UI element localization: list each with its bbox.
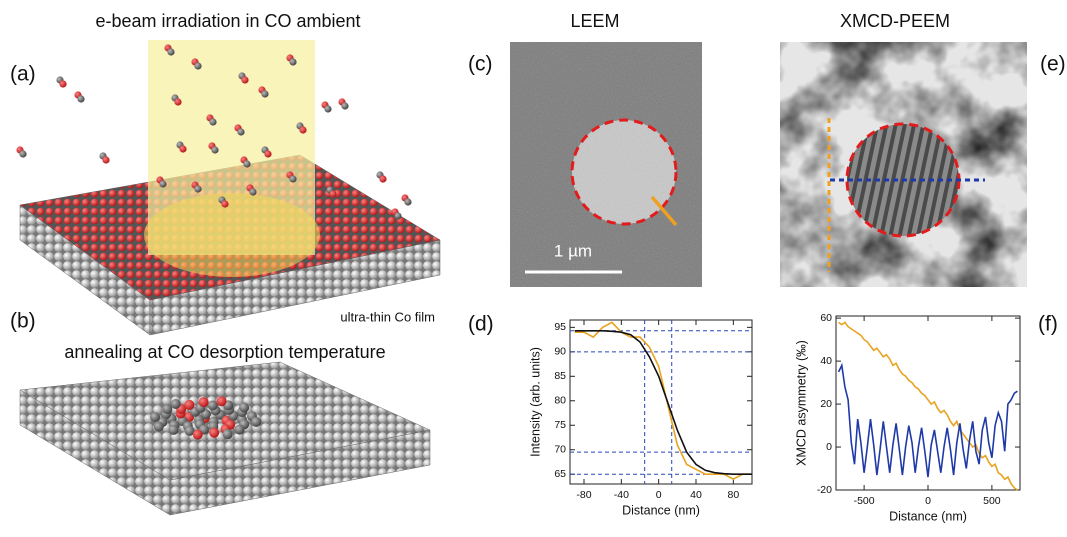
atom [216, 396, 227, 407]
data-line [837, 362, 1018, 478]
atom [184, 399, 195, 410]
atom [261, 90, 269, 98]
atom [167, 48, 175, 56]
y-tick-label: 75 [554, 419, 566, 431]
panel-title: e-beam irradiation in CO ambient [95, 11, 360, 31]
leem-image [510, 42, 702, 287]
atom [341, 102, 349, 110]
y-axis-label: Intensity (arb. units) [528, 347, 542, 457]
plot-frame [569, 319, 753, 485]
x-tick-label: 80 [727, 489, 739, 501]
atom [174, 98, 182, 106]
atom [209, 118, 217, 126]
atom [77, 95, 85, 103]
data-line [574, 321, 752, 481]
panel-label: (a) [10, 63, 36, 86]
atom [207, 400, 218, 411]
atom [194, 62, 202, 70]
atom [102, 156, 110, 164]
atom [249, 188, 257, 196]
atom [150, 412, 161, 423]
y-tick-label: -20 [817, 484, 832, 496]
atom [170, 398, 181, 409]
co-cluster [150, 396, 262, 440]
x-tick-label: 0 [656, 489, 662, 501]
atom [19, 150, 27, 158]
y-tick-label: 85 [554, 370, 566, 382]
panel-label: (f) [1038, 313, 1058, 336]
x-axis-label: Distance (nm) [622, 503, 700, 517]
beam-spot [144, 193, 320, 277]
co-molecules [16, 44, 412, 220]
atom [289, 175, 297, 183]
atom [211, 146, 219, 154]
slab-b [19, 361, 431, 516]
panel-label: (d) [468, 313, 494, 336]
y-tick-label: 95 [554, 321, 566, 333]
atom [324, 105, 332, 113]
x-tick-label: -500 [854, 495, 875, 507]
atom [159, 180, 167, 188]
y-tick-label: 60 [820, 312, 832, 324]
panel-label: (e) [1040, 53, 1066, 76]
y-axis-label: XMCD asymmetry (‰) [794, 340, 808, 466]
atom [222, 429, 233, 440]
atom [299, 126, 307, 134]
y-tick-label: 90 [554, 346, 566, 358]
y-tick-label: 65 [554, 468, 566, 480]
data-line [574, 330, 752, 475]
atom [289, 58, 297, 66]
panel-label: (b) [10, 310, 36, 333]
atom [404, 198, 412, 206]
atom [264, 150, 272, 158]
atom [237, 128, 245, 136]
panel-title: LEEM [570, 11, 619, 31]
x-tick-label: 40 [690, 489, 702, 501]
atom [153, 421, 164, 432]
y-tick-label: 20 [820, 398, 832, 410]
x-axis-label: Distance (nm) [889, 509, 967, 523]
y-tick-label: 40 [820, 355, 832, 367]
atom [251, 416, 262, 427]
atom [239, 402, 250, 413]
x-tick-label: 500 [983, 495, 1001, 507]
atom [162, 404, 173, 415]
atom [209, 427, 220, 438]
panel-title: annealing at CO desorption temperature [64, 342, 385, 362]
atom [394, 212, 402, 220]
x-tick-label: 0 [925, 495, 931, 507]
x-tick-label: -40 [614, 489, 629, 501]
atom [194, 185, 202, 193]
atom [168, 424, 179, 435]
peem-image [780, 42, 1027, 287]
panel-title: XMCD-PEEM [840, 11, 950, 31]
atom [221, 200, 229, 208]
atom [379, 175, 387, 183]
x-tick-label: -80 [576, 489, 591, 501]
atom [179, 145, 187, 153]
film-note: ultra-thin Co film [340, 309, 435, 324]
atom [329, 190, 337, 198]
atom [184, 425, 195, 436]
atom [192, 429, 203, 440]
atom [198, 397, 209, 408]
atom [234, 424, 245, 435]
y-tick-label: 70 [554, 444, 566, 456]
atom [243, 160, 251, 168]
atom [59, 80, 67, 88]
data-line [838, 321, 1018, 491]
y-tick-label: 80 [554, 395, 566, 407]
y-tick-label: 0 [826, 441, 832, 453]
panel-label: (c) [468, 53, 493, 76]
atom [241, 76, 249, 84]
scale-bar-label: 1 µm [554, 241, 592, 260]
